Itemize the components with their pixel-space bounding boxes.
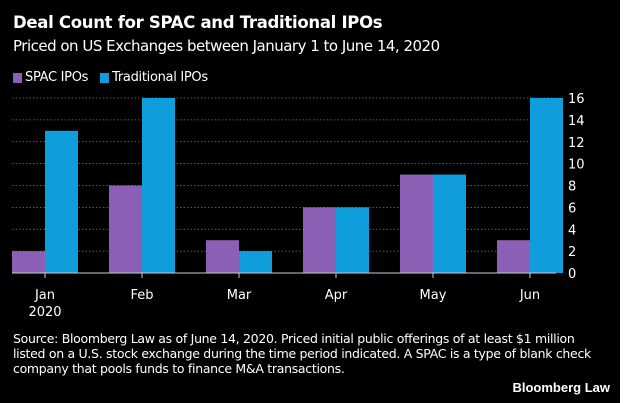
y-tick-label: 8 xyxy=(568,180,576,195)
legend-swatch-spac xyxy=(13,72,22,83)
legend-label-spac: SPAC IPOs xyxy=(25,70,89,85)
bar-spac xyxy=(497,240,530,273)
x-tick-label: May xyxy=(420,288,447,303)
legend-swatch-traditional xyxy=(100,72,110,83)
bar-spac xyxy=(12,251,45,273)
x-tick-label: Jan xyxy=(34,288,55,303)
bar-traditional xyxy=(433,174,466,273)
x-tick-sublabel: 2020 xyxy=(28,305,61,320)
bar-traditional xyxy=(142,98,175,273)
chart-title: Deal Count for SPAC and Traditional IPOs xyxy=(13,13,383,32)
y-tick-label: 0 xyxy=(568,267,576,282)
bar-spac xyxy=(303,207,336,273)
y-tick-label: 6 xyxy=(568,201,576,216)
bar-traditional xyxy=(530,98,563,273)
legend-label-traditional: Traditional IPOs xyxy=(112,70,208,85)
legend-item-traditional: Traditional IPOs xyxy=(100,70,208,85)
brand-logo: Bloomberg Law xyxy=(512,380,610,395)
bar-traditional xyxy=(239,251,272,273)
legend-item-spac: SPAC IPOs xyxy=(13,70,88,85)
y-tick-label: 2 xyxy=(568,245,576,260)
y-tick-label: 10 xyxy=(568,158,585,173)
source-note: Source: Bloomberg Law as of June 14, 202… xyxy=(13,331,591,376)
chart-card: Deal Count for SPAC and Traditional IPOs… xyxy=(0,0,620,403)
chart-subtitle: Priced on US Exchanges between January 1… xyxy=(13,37,440,55)
bar-traditional xyxy=(336,207,369,273)
x-tick-label: Apr xyxy=(325,288,348,303)
bar-spac xyxy=(400,174,433,273)
legend: SPAC IPOs Traditional IPOs xyxy=(13,70,214,85)
y-tick-label: 16 xyxy=(568,92,585,107)
x-tick-label: Jun xyxy=(519,288,540,303)
x-tick-label: Mar xyxy=(227,288,252,303)
x-tick-label: Feb xyxy=(130,288,153,303)
bar-traditional xyxy=(45,130,78,273)
bar-spac xyxy=(206,240,239,273)
y-tick-label: 4 xyxy=(568,223,576,238)
plot-area: 0 2 4 6 8 10 12 14 16 Jan 2020 Feb Mar Apr May Jun xyxy=(12,92,585,320)
y-tick-label: 12 xyxy=(568,136,585,151)
y-tick-label: 14 xyxy=(568,114,585,129)
bar-spac xyxy=(109,185,142,273)
